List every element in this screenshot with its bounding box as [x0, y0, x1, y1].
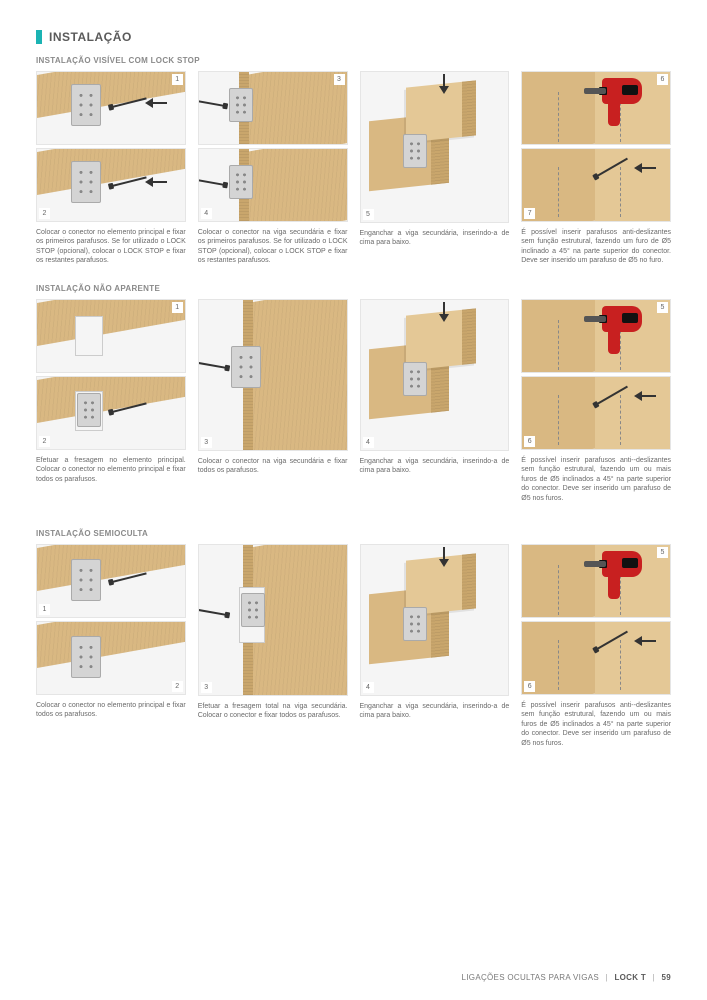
step-number: 5 [657, 547, 668, 558]
illustration-panel: 1 [36, 544, 186, 618]
section-1-col-1: 1 2 Colocar o conector no elemento princ… [36, 71, 186, 266]
page-title-row: INSTALAÇÃO [36, 30, 671, 44]
section-2-col-3: 4 Enganchar a viga secundária, inserindo… [360, 299, 510, 503]
step-number: 6 [657, 74, 668, 85]
section-2-label: INSTALAÇÃO NÃO APARENTE [36, 284, 671, 293]
step-number: 1 [172, 302, 183, 313]
section-2-row: 1 2 Efetuar a fresagem no elemento princ… [36, 299, 671, 503]
section-1-col-4: 6 7 É possível inserir parafusos anti-de… [521, 71, 671, 266]
illustration-panel: 3 [198, 299, 348, 451]
illustration-panel: 2 [36, 148, 186, 222]
step-number: 2 [39, 436, 50, 447]
section-2-col-4: 5 6 É possível inserir parafusos anti--d… [521, 299, 671, 503]
section-2-col-2: 3 Colocar o conector na viga secundária … [198, 299, 348, 503]
step-number: 3 [334, 74, 345, 85]
page-title: INSTALAÇÃO [49, 30, 132, 44]
illustration-panel: 6 [521, 376, 671, 450]
illustration-panel: 6 [521, 71, 671, 145]
section-3-col-3: 4 Enganchar a viga secundária, inserindo… [360, 544, 510, 748]
step-number: 1 [172, 74, 183, 85]
caption: Colocar o conector no elemento principal… [36, 701, 186, 720]
step-number: 6 [524, 436, 535, 447]
section-1-row: 1 2 Colocar o conector no elemento princ… [36, 71, 671, 266]
step-number: 5 [363, 209, 374, 220]
caption: Efetuar a fresagem total na viga secundá… [198, 702, 348, 721]
caption: É possível inserir parafusos anti--desli… [521, 456, 671, 503]
step-number: 3 [201, 437, 212, 448]
illustration-panel: 4 [360, 544, 510, 696]
footer-category: LIGAÇÕES OCULTAS PARA VIGAS [462, 973, 599, 982]
page-footer: LIGAÇÕES OCULTAS PARA VIGAS | LOCK T | 5… [462, 973, 671, 982]
section-1-col-2: 3 4 Colocar o conector na viga secundári… [198, 71, 348, 266]
caption: Enganchar a viga secundária, inserindo-a… [360, 702, 510, 721]
illustration-panel: 7 [521, 148, 671, 222]
caption: Efetuar a fresagem no elemento principal… [36, 456, 186, 484]
step-number: 6 [524, 681, 535, 692]
step-number: 7 [524, 208, 535, 219]
section-3-col-2: 3 Efetuar a fresagem total na viga secun… [198, 544, 348, 748]
title-accent-bar [36, 30, 42, 44]
step-number: 2 [39, 208, 50, 219]
illustration-panel: 6 [521, 621, 671, 695]
illustration-panel: 4 [198, 148, 348, 222]
section-2-col-1: 1 2 Efetuar a fresagem no elemento princ… [36, 299, 186, 503]
step-number: 4 [201, 208, 212, 219]
step-number: 3 [201, 682, 212, 693]
illustration-panel: 5 [360, 71, 510, 223]
illustration-panel: 5 [521, 544, 671, 618]
illustration-panel: 1 [36, 71, 186, 145]
illustration-panel: 3 [198, 544, 348, 696]
step-number: 4 [363, 437, 374, 448]
illustration-panel: 5 [521, 299, 671, 373]
step-number: 4 [363, 682, 374, 693]
illustration-panel: 3 [198, 71, 348, 145]
illustration-panel: 1 [36, 299, 186, 373]
section-1-col-3: 5 Enganchar a viga secundária, inserindo… [360, 71, 510, 266]
section-3-col-1: 1 2 Colocar o conector no elemento princ… [36, 544, 186, 748]
caption: É possível inserir parafusos anti-desliz… [521, 228, 671, 266]
illustration-panel: 2 [36, 376, 186, 450]
caption: Colocar o conector na viga secundária e … [198, 457, 348, 476]
illustration-panel: 2 [36, 621, 186, 695]
section-3-label: INSTALAÇÃO SEMIOCULTA [36, 529, 671, 538]
caption: Colocar o conector no elemento principal… [36, 228, 186, 266]
footer-product: LOCK T [614, 973, 646, 982]
step-number: 2 [172, 681, 183, 692]
footer-page-number: 59 [662, 973, 672, 982]
illustration-panel: 4 [360, 299, 510, 451]
caption: Enganchar a viga secundária, inserindo-a… [360, 457, 510, 476]
section-3-row: 1 2 Colocar o conector no elemento princ… [36, 544, 671, 748]
caption: É possível inserir parafusos anti--desli… [521, 701, 671, 748]
step-number: 5 [657, 302, 668, 313]
step-number: 1 [39, 604, 50, 615]
caption: Colocar o conector na viga secundária e … [198, 228, 348, 266]
section-3-col-4: 5 6 É possível inserir parafusos anti--d… [521, 544, 671, 748]
section-1-label: INSTALAÇÃO VISÍVEL COM LOCK STOP [36, 56, 671, 65]
caption: Enganchar a viga secundária, inserindo-a… [360, 229, 510, 248]
